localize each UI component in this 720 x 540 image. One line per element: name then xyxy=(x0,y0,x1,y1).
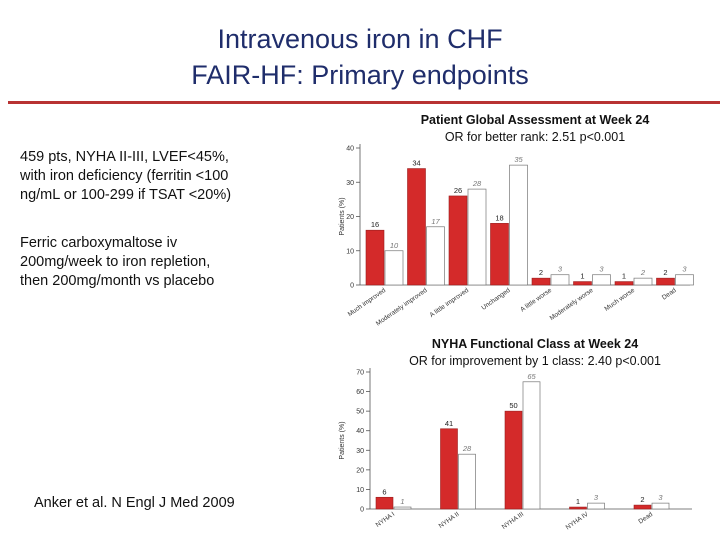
bar-placebo xyxy=(458,453,476,510)
x-tick-label: Unchanged xyxy=(480,287,512,312)
slide-title-line-2: FAIR-HF: Primary endpoints xyxy=(191,60,529,90)
x-tick-label: NYHA IV xyxy=(565,511,591,532)
bar-value-label: 3 xyxy=(599,265,604,274)
citation: Anker et al. N Engl J Med 2009 xyxy=(34,495,235,511)
bar-placebo xyxy=(633,277,653,286)
y-tick-label: 60 xyxy=(356,389,364,396)
x-tick-label: Dead xyxy=(637,511,654,526)
bar-value-label: 28 xyxy=(462,444,472,453)
bar-active xyxy=(573,281,592,286)
y-axis-title: Patients (%) xyxy=(339,197,346,235)
patient-global-assessment-chart: Patients (%) 0 10 20 30 40 16 10 Much improved 34… xyxy=(339,144,694,327)
y-tick-label: 10 xyxy=(346,248,354,255)
bar-value-label: 2 xyxy=(640,268,646,277)
bar-value-label: 2 xyxy=(663,268,667,277)
bar-placebo xyxy=(393,506,412,510)
bar-placebo xyxy=(592,274,611,286)
bar-placebo xyxy=(675,274,694,286)
info-line: with iron deficiency (ferritin <100 xyxy=(20,168,229,184)
x-tick-label: NYHA III xyxy=(501,511,526,531)
bar-value-label: 41 xyxy=(445,419,453,428)
x-tick-label: Much worse xyxy=(603,287,636,313)
x-tick-label: NYHA II xyxy=(438,511,461,530)
bar-placebo xyxy=(426,226,445,286)
bar-value-label: 1 xyxy=(580,272,584,281)
bar-active xyxy=(407,168,426,286)
y-tick-label: 20 xyxy=(346,214,354,221)
y-tick-label: 40 xyxy=(356,428,364,435)
y-tick-label: 0 xyxy=(350,283,354,290)
bar-value-label: 16 xyxy=(371,220,379,229)
x-tick-label: Much improved xyxy=(347,287,388,318)
info-line: 459 pts, NYHA II-III, LVEF<45%, xyxy=(20,149,229,165)
treatment-text: Ferric carboxymaltose iv 200mg/week to i… xyxy=(20,234,320,291)
study-population-text: 459 pts, NYHA II-III, LVEF<45%, with iro… xyxy=(20,148,320,205)
bar-value-label: 65 xyxy=(527,372,536,381)
bar-placebo xyxy=(467,188,487,286)
info-line: ng/mL or 100-299 if TSAT <20%) xyxy=(20,187,232,203)
x-tick-label: Dead xyxy=(661,287,678,302)
bar-value-label: 1 xyxy=(576,497,580,506)
x-tick-label: A little worse xyxy=(519,287,553,314)
bar-value-label: 3 xyxy=(558,265,563,274)
bar-placebo xyxy=(384,250,404,286)
bar-active xyxy=(569,506,587,510)
y-tick-label: 70 xyxy=(356,370,364,377)
bar-placebo xyxy=(550,274,570,286)
chart2-caption: NYHA Functional Class at Week 24 OR for … xyxy=(370,336,700,370)
chart1-caption: Patient Global Assessment at Week 24 OR … xyxy=(370,112,700,146)
bar-value-label: 34 xyxy=(412,159,420,168)
bar-value-label: 18 xyxy=(495,213,503,222)
bar-active xyxy=(440,428,458,510)
bar-value-label: 2 xyxy=(640,495,644,504)
x-tick-label: Moderately worse xyxy=(549,287,595,322)
treatment-line: Ferric carboxymaltose iv xyxy=(20,235,178,251)
bar-active xyxy=(490,223,509,286)
bar-active xyxy=(504,410,523,510)
y-axis-title: Patients (%) xyxy=(339,421,346,459)
bar-value-label: 35 xyxy=(514,155,523,164)
bar-active xyxy=(531,277,551,286)
bar-value-label: 10 xyxy=(390,241,399,250)
bar-value-label: 3 xyxy=(682,265,687,274)
bar-value-label: 6 xyxy=(382,487,386,496)
bar-placebo xyxy=(587,502,605,510)
bar-value-label: 28 xyxy=(472,179,482,188)
y-tick-label: 10 xyxy=(356,487,364,494)
bar-value-label: 1 xyxy=(400,497,404,506)
bar-value-label: 2 xyxy=(539,268,543,277)
chart1-subtitle: OR for better rank: 2.51 p<0.001 xyxy=(444,130,626,144)
chart2-title: NYHA Functional Class at Week 24 xyxy=(431,337,639,351)
y-tick-label: 40 xyxy=(346,146,354,153)
slide-title-line-1: Intravenous iron in CHF xyxy=(217,24,503,54)
chart2-subtitle: OR for improvement by 1 class: 2.40 p<0.… xyxy=(409,354,661,368)
bar-active xyxy=(656,277,675,286)
bar-active xyxy=(614,281,634,286)
bar-value-label: 3 xyxy=(594,493,599,502)
bar-placebo xyxy=(509,164,528,286)
bar-active xyxy=(448,195,468,286)
y-tick-label: 30 xyxy=(356,448,364,455)
bar-value-label: 26 xyxy=(454,186,462,195)
bar-active xyxy=(375,496,394,510)
bar-placebo xyxy=(651,502,670,510)
chart1-title: Patient Global Assessment at Week 24 xyxy=(420,113,650,127)
x-tick-label: A little improved xyxy=(429,287,471,319)
treatment-line: then 200mg/month vs placebo xyxy=(20,273,215,289)
bar-active xyxy=(633,504,652,510)
bar-value-label: 50 xyxy=(509,401,517,410)
y-tick-label: 50 xyxy=(356,409,364,416)
bar-placebo xyxy=(522,381,541,510)
bar-value-label: 1 xyxy=(622,272,626,281)
bar-value-label: 17 xyxy=(431,217,440,226)
y-tick-label: 0 xyxy=(360,507,364,514)
bar-value-label: 3 xyxy=(658,493,663,502)
bar-active xyxy=(365,229,385,286)
y-tick-label: 20 xyxy=(356,467,364,474)
y-tick-label: 30 xyxy=(346,180,354,187)
x-tick-label: NYHA I xyxy=(375,511,397,529)
title-divider xyxy=(8,101,720,104)
treatment-line: 200mg/week to iron repletion, xyxy=(20,254,211,270)
